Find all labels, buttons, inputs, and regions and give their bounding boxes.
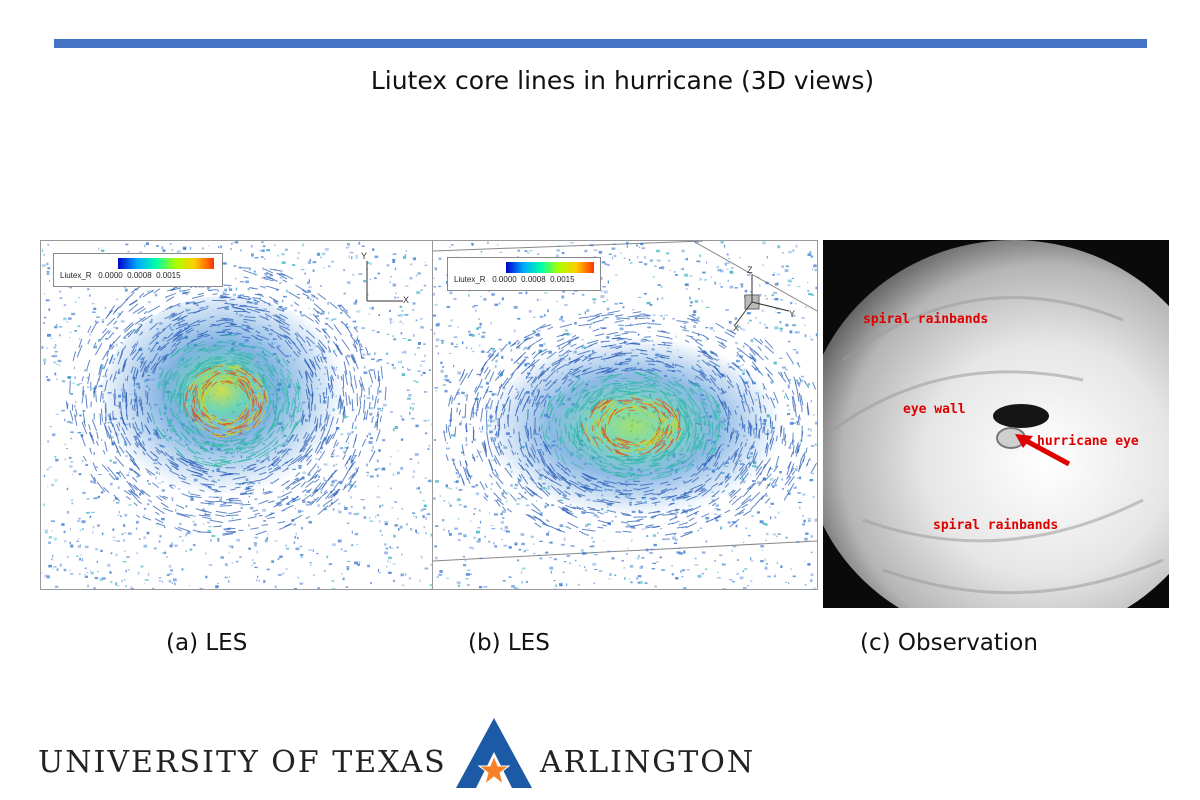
axis-label-y: Y <box>789 309 796 319</box>
hurricane-photo <box>823 240 1169 608</box>
liutex-legend-b: Liutex_R 0.0000 0.0008 0.0015 <box>447 257 601 291</box>
legend-colorbar <box>506 262 594 273</box>
legend-tick: 0.0008 <box>521 275 546 284</box>
legend-tick: 0.0000 <box>98 271 123 280</box>
legend-tick: 0.0008 <box>127 271 152 280</box>
legend-variable: Liutex_R <box>60 271 92 280</box>
slide-title: Liutex core lines in hurricane (3D views… <box>370 66 875 95</box>
les-view-b: Liutex_R 0.0000 0.0008 0.0015 Z X Y <box>432 240 818 590</box>
label-spiral-rainbands-top: spiral rainbands <box>863 312 989 327</box>
caption-b: (b) LES <box>468 630 550 656</box>
title-rule <box>54 39 1147 48</box>
logo-left-text: UNIVERSITY OF TEXAS <box>38 745 447 780</box>
legend-variable: Liutex_R <box>454 275 486 284</box>
legend-tick: 0.0015 <box>550 275 575 284</box>
les-view-a: Liutex_R 0.0000 0.0008 0.0015 Y X <box>40 240 434 590</box>
les-vortex-a <box>41 241 433 589</box>
axis-triad-a <box>366 261 403 302</box>
caption-c: (c) Observation <box>860 630 1038 656</box>
axis-label-y: Y <box>361 251 368 261</box>
axis-label-x: X <box>733 323 740 333</box>
uta-logo-icon <box>456 718 532 788</box>
axis-triad-b <box>734 275 790 326</box>
axis-label-z: Z <box>747 265 753 275</box>
caption-a: (a) LES <box>166 630 248 656</box>
label-hurricane-eye: hurricane eye <box>1037 434 1139 449</box>
legend-tick: 0.0015 <box>156 271 181 280</box>
les-vortex-b <box>433 241 817 589</box>
satellite-observation: spiral rainbands eye wall hurricane eye … <box>823 240 1169 608</box>
axis-label-x: X <box>403 295 410 305</box>
label-eye-wall: eye wall <box>903 402 966 417</box>
liutex-legend-a: Liutex_R 0.0000 0.0008 0.0015 <box>53 253 223 287</box>
legend-colorbar <box>118 258 214 269</box>
legend-tick: 0.0000 <box>492 275 517 284</box>
label-spiral-rainbands-bottom: spiral rainbands <box>933 518 1059 533</box>
logo-right-text: ARLINGTON <box>540 745 756 780</box>
